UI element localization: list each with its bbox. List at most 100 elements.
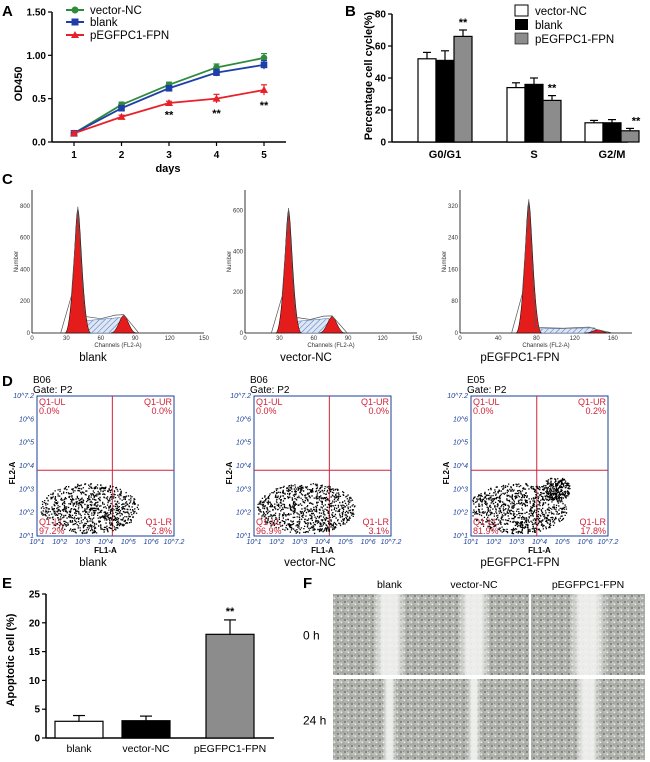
panel-label-a: A <box>2 3 13 20</box>
e-category-label: vector-NC <box>122 743 170 755</box>
e-ytick-label: 20 <box>29 618 41 629</box>
a-ytick-label: 0.0 <box>32 138 46 149</box>
d-xaxis-label: FL1-A <box>311 546 334 555</box>
a-ylabel: OD450 <box>13 67 25 102</box>
d-yaxis-label: FL2-A <box>442 461 451 484</box>
d-xtick-label: 10^6 <box>144 539 159 546</box>
d-ytick-label: 10^6 <box>236 416 251 423</box>
d-xtick-label: 10^7.2 <box>381 539 402 546</box>
d-quadrant-ll-name: Q1-LL <box>256 517 281 527</box>
c-ytick-label: 240 <box>448 236 459 242</box>
d-gate-label: Gate: P2 <box>250 385 290 396</box>
c-xtick-label: 30 <box>63 336 70 342</box>
d-ytick-label: 10^3 <box>236 486 251 493</box>
e-bar <box>54 720 104 739</box>
e-category-label: blank <box>66 743 92 755</box>
c-sample-label: vector-NC <box>280 352 332 364</box>
d-quadrant-ur-value: 0.0% <box>368 406 389 416</box>
d-quadrant-ll-name: Q1-LL <box>39 517 64 527</box>
c-channel-label: Channels (FL2-A) <box>307 343 354 349</box>
c-sample-label: blank <box>79 352 107 364</box>
c-ytick-label: 600 <box>233 208 244 214</box>
b-bar <box>584 122 604 143</box>
d-xtick-label: 10^4 <box>532 539 547 546</box>
b-category-label: G2/M <box>599 149 626 161</box>
d-quadrant-ul-name: Q1-UL <box>473 397 500 407</box>
d-gate-label: Gate: P2 <box>467 385 507 396</box>
a-legend: vector-NC blank pEGFPC1-FPN <box>66 5 169 42</box>
a-xtick-label: 2 <box>119 150 125 161</box>
d-ytick-label: 10^3 <box>453 486 468 493</box>
b-bar <box>506 86 526 143</box>
panel-label-e: E <box>2 575 12 592</box>
d-ytick-label: 10^1 <box>19 533 34 540</box>
d-ytick-label: 10^5 <box>236 440 251 447</box>
d-sample-id: B06 <box>33 375 51 386</box>
b-bar <box>453 35 473 143</box>
d-plot-frame <box>253 395 392 537</box>
f-scratch-gap <box>568 594 608 675</box>
f-column-label: pEGFPC1-FPN <box>552 579 624 591</box>
c-ytick-label: 800 <box>20 204 31 210</box>
c-g1-peak <box>275 210 302 334</box>
d-xtick-label: 10^3 <box>75 539 90 546</box>
c-histogram-pEGFPC1-FPN: 0 80 160 240 320 0 40 80 120 160 Channels (FL2-A) N… <box>442 190 632 364</box>
d-quadrant-lr-value: 17.8% <box>580 526 606 536</box>
d-quadrant-ll-value: 96.9% <box>256 526 282 536</box>
e-bar <box>205 633 255 739</box>
c-histogram-vector-NC: 0 200 400 600 0 30 60 90 120 150 Channels (FL2-A) N… <box>227 190 423 364</box>
a-xtick-label: 4 <box>214 150 220 161</box>
c-xtick-label: 80 <box>533 336 540 342</box>
e-category-label: pEGFPC1-FPN <box>194 743 266 755</box>
c-envelope-line <box>271 207 348 334</box>
b-significance-mark: ** <box>632 115 641 127</box>
e-ytick-label: 10 <box>29 676 41 687</box>
b-ytick-label: 60 <box>375 42 387 53</box>
f-column-label: vector-NC <box>450 579 498 591</box>
b-significance-mark: ** <box>548 83 557 95</box>
b-category-label: G0/G1 <box>429 149 461 161</box>
d-xtick-label: 10^5 <box>338 539 353 546</box>
f-row-label: 24 h <box>303 714 326 728</box>
d-ytick-label: 10^2 <box>236 510 251 517</box>
a-significance-mark: ** <box>260 100 269 112</box>
panel-label-b: B <box>345 3 356 20</box>
c-xtick-label: 0 <box>30 336 34 342</box>
d-xtick-label: 10^3 <box>292 539 307 546</box>
a-xtick-label: 1 <box>71 150 77 161</box>
b-legend-vector-nc: vector-NC <box>535 6 587 18</box>
panel-e-apoptosis-bar-chart: E 0 5 10 15 20 25 blank vector-NC pEGFPC1-FPN **… <box>2 575 274 755</box>
d-ytick-label: 10^3 <box>19 486 34 493</box>
b-significance-mark: ** <box>459 17 468 29</box>
d-quadrant-lr-name: Q1-LR <box>145 517 172 527</box>
c-ytick-label: 0 <box>455 331 459 337</box>
d-ytick-label: 10^6 <box>19 416 34 423</box>
e-significance-mark: ** <box>226 606 235 618</box>
c-channel-label: Channels (FL2-A) <box>94 343 141 349</box>
c-xtick-label: 0 <box>243 336 247 342</box>
c-number-label: Number <box>442 251 448 272</box>
d-quadrant-lr-value: 3.1% <box>368 526 389 536</box>
d-sample-label: vector-NC <box>284 557 336 569</box>
panel-label-c: C <box>2 171 13 188</box>
f-scratch-gap <box>372 594 407 675</box>
d-xtick-label: 10^4 <box>98 539 113 546</box>
b-bar <box>620 130 640 143</box>
c-ytick-label: 400 <box>233 249 244 255</box>
a-xtick-label: 3 <box>166 150 172 161</box>
c-xtick-label: 90 <box>132 336 139 342</box>
e-ytick-label: 5 <box>34 705 40 716</box>
d-xtick-label: 10^3 <box>509 539 524 546</box>
c-ytick-label: 200 <box>233 290 244 296</box>
c-channel-label: Channels (FL2-A) <box>522 343 569 349</box>
d-quadrant-ul-value: 0.0% <box>473 406 494 416</box>
c-xtick-label: 0 <box>458 336 462 342</box>
d-sample-id: B06 <box>250 375 268 386</box>
panel-f-wound-healing-images: F blank vector-NC pEGFPC1-FPN 0 h 24 h <box>303 575 645 760</box>
d-quadrant-ul-value: 0.0% <box>39 406 60 416</box>
d-ytick-label: 10^7.2 <box>447 393 468 400</box>
c-ytick-label: 200 <box>20 299 31 305</box>
d-quadrant-ll-value: 97.2% <box>39 526 65 536</box>
